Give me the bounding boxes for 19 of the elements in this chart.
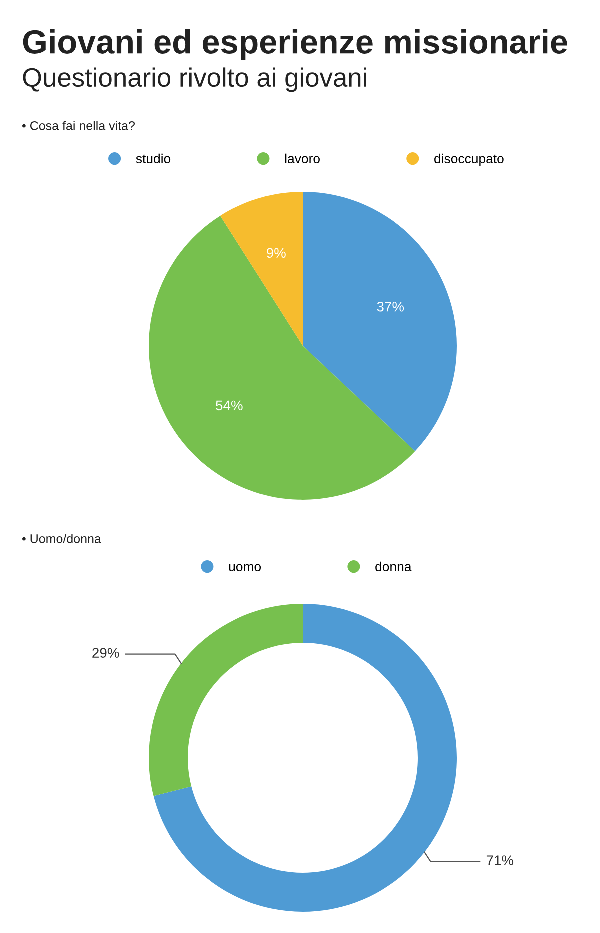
data-label: 9% bbox=[266, 248, 286, 258]
text: • Uomo/donna bbox=[22, 534, 102, 544]
donut-slice bbox=[154, 604, 457, 912]
data-label: 29% bbox=[92, 648, 120, 658]
pie-slice bbox=[220, 192, 303, 346]
data-label: 37% bbox=[377, 302, 404, 312]
legend-label: lavoro bbox=[285, 154, 320, 164]
legend-label: uomo bbox=[229, 564, 262, 572]
text: • Cosa fai nella vita? bbox=[22, 121, 135, 130]
data-label: 71% bbox=[486, 856, 514, 866]
pie-slice bbox=[149, 216, 416, 500]
chart-subtitle: Questionario rivolto ai giovani bbox=[23, 68, 366, 92]
donut-slice bbox=[149, 604, 303, 796]
chart-title: Giovani ed esperienze missionarie bbox=[23, 29, 568, 61]
legend-label: studio bbox=[136, 154, 171, 164]
legend-label: disoccupato bbox=[434, 154, 504, 166]
pie-slice bbox=[303, 192, 457, 452]
data-label: 54% bbox=[216, 400, 243, 411]
legend-label: donna bbox=[376, 562, 412, 572]
